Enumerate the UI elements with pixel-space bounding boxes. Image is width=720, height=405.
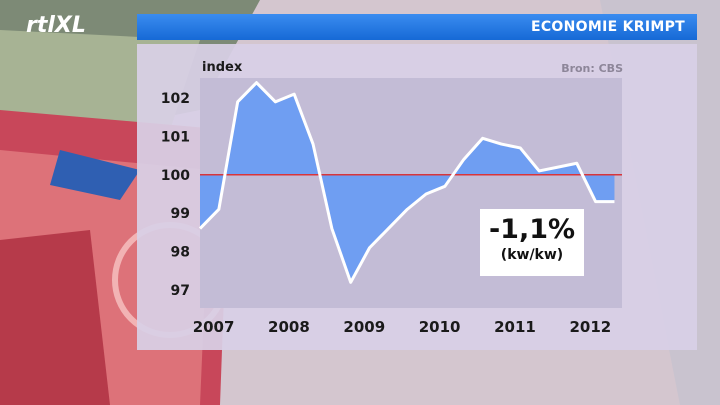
x-tick-label: 2009	[343, 318, 385, 336]
title-bar: ECONOMIE KRIMPT	[137, 14, 697, 40]
x-tick-label: 2010	[419, 318, 461, 336]
source-label: Bron: CBS	[561, 62, 623, 75]
change-period-label: (kw/kw)	[500, 247, 564, 263]
y-tick-label: 102	[161, 91, 190, 107]
index-area-fill	[200, 82, 615, 283]
y-axis-label: index	[202, 60, 243, 75]
y-tick-label: 99	[171, 206, 190, 222]
y-tick-label: 101	[161, 129, 190, 145]
y-tick-label: 100	[161, 168, 190, 184]
change-value: -1,1%	[488, 214, 576, 245]
chart-title: ECONOMIE KRIMPT	[530, 19, 685, 35]
x-tick-label: 2011	[494, 318, 536, 336]
x-tick-label: 2008	[268, 318, 310, 336]
x-tick-label: 2012	[569, 318, 611, 336]
quarterly-change-callout: -1,1% (kw/kw)	[480, 209, 584, 276]
index-series-line	[198, 81, 615, 284]
x-tick-label: 2007	[193, 318, 235, 336]
y-tick-label: 97	[171, 283, 190, 299]
rtlxl-logo: rtlXL	[26, 13, 86, 38]
svg-text:rtlXL: rtlXL	[26, 13, 86, 38]
y-tick-label: 98	[171, 245, 190, 261]
